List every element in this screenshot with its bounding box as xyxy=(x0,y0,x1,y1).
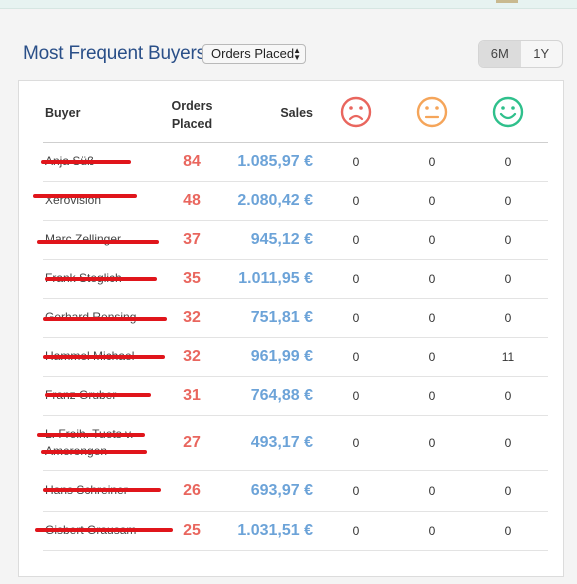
header-buyer: Buyer xyxy=(45,106,81,120)
positive-count: 11 xyxy=(501,349,515,364)
neutral-count: 0 xyxy=(428,483,436,498)
redaction-mark xyxy=(43,316,167,321)
orders-count: 84 xyxy=(183,152,201,170)
negative-count: 0 xyxy=(352,310,360,325)
positive-count: 0 xyxy=(504,435,512,450)
sales-amount: 1.011,95 € xyxy=(238,269,313,287)
redaction-mark xyxy=(45,392,151,397)
range-toggle: 6M 1Y xyxy=(478,40,563,68)
orders-count: 48 xyxy=(183,191,201,209)
negative-count: 0 xyxy=(352,154,360,169)
negative-count: 0 xyxy=(352,271,360,286)
row-divider xyxy=(43,298,548,299)
redaction-mark xyxy=(33,193,137,198)
header-divider xyxy=(43,142,548,143)
redaction-mark xyxy=(41,449,147,454)
metric-select-value: Orders Placed xyxy=(211,46,295,61)
neutral-count: 0 xyxy=(428,435,436,450)
orders-count: 26 xyxy=(183,481,201,499)
row-divider xyxy=(43,220,548,221)
positive-count: 0 xyxy=(504,523,512,538)
negative-count: 0 xyxy=(352,388,360,403)
redaction-mark xyxy=(37,432,145,437)
metric-select[interactable]: Orders Placed ▲ ▼ xyxy=(202,44,306,64)
redaction-mark xyxy=(35,527,173,532)
buyers-table-card: Buyer Orders Placed Sales Anja Süß841.08… xyxy=(18,80,564,577)
neutral-count: 0 xyxy=(428,232,436,247)
neutral-face-icon xyxy=(416,96,448,128)
sad-face-icon xyxy=(340,96,372,128)
neutral-count: 0 xyxy=(428,271,436,286)
orders-count: 32 xyxy=(183,347,201,365)
neutral-count: 0 xyxy=(428,154,436,169)
row-divider xyxy=(43,415,548,416)
row-divider xyxy=(43,376,548,377)
sales-amount: 693,97 € xyxy=(250,481,313,499)
row-divider xyxy=(43,259,548,260)
sales-amount: 1.031,51 € xyxy=(237,521,313,539)
redaction-mark xyxy=(45,276,157,281)
sales-amount: 751,81 € xyxy=(250,308,313,326)
neutral-count: 0 xyxy=(428,523,436,538)
sales-amount: 2.080,42 € xyxy=(237,191,313,209)
neutral-count: 0 xyxy=(428,388,436,403)
row-divider xyxy=(43,337,548,338)
redaction-mark xyxy=(41,159,131,164)
neutral-count: 0 xyxy=(428,310,436,325)
widget-header: Most Frequent Buyers Orders Placed ▲ ▼ 6M… xyxy=(0,34,577,74)
negative-count: 0 xyxy=(352,435,360,450)
positive-count: 0 xyxy=(504,271,512,286)
row-divider xyxy=(43,181,548,182)
sales-amount: 1.085,97 € xyxy=(237,152,313,170)
row-divider xyxy=(43,511,548,512)
positive-count: 0 xyxy=(504,232,512,247)
neutral-count: 0 xyxy=(428,193,436,208)
neutral-count: 0 xyxy=(428,349,436,364)
sales-amount: 493,17 € xyxy=(250,433,313,451)
positive-count: 0 xyxy=(504,154,512,169)
sales-amount: 764,88 € xyxy=(250,386,313,404)
header-orders-placed: Orders Placed xyxy=(167,97,217,133)
row-divider xyxy=(43,550,548,551)
orders-count: 37 xyxy=(183,230,201,248)
top-band xyxy=(0,0,577,9)
happy-face-icon xyxy=(492,96,524,128)
negative-count: 0 xyxy=(352,232,360,247)
header-orders-line2: Placed xyxy=(171,117,213,131)
orders-count: 25 xyxy=(183,521,201,539)
header-sales: Sales xyxy=(280,106,313,120)
redaction-mark xyxy=(43,354,165,359)
orders-count: 31 xyxy=(183,386,201,404)
positive-count: 0 xyxy=(504,310,512,325)
negative-count: 0 xyxy=(352,523,360,538)
positive-count: 0 xyxy=(504,388,512,403)
redaction-mark xyxy=(37,239,159,244)
top-band-marker xyxy=(496,0,518,3)
row-divider xyxy=(43,470,548,471)
orders-count: 27 xyxy=(183,433,201,451)
buyer-name: L. Freih. Tuets v.Amerongen xyxy=(45,426,165,460)
positive-count: 0 xyxy=(504,483,512,498)
redaction-mark xyxy=(43,487,161,492)
widget-title: Most Frequent Buyers xyxy=(23,43,206,64)
negative-count: 0 xyxy=(352,349,360,364)
header-orders-line1: Orders xyxy=(171,99,213,113)
negative-count: 0 xyxy=(352,193,360,208)
negative-count: 0 xyxy=(352,483,360,498)
sales-amount: 961,99 € xyxy=(250,347,313,365)
range-6m-button[interactable]: 6M xyxy=(479,41,521,67)
sales-amount: 945,12 € xyxy=(250,230,313,248)
range-1y-button[interactable]: 1Y xyxy=(533,46,550,61)
positive-count: 0 xyxy=(504,193,512,208)
orders-count: 35 xyxy=(183,269,201,287)
orders-count: 32 xyxy=(183,308,201,326)
select-arrows-icon: ▲ ▼ xyxy=(293,46,301,62)
